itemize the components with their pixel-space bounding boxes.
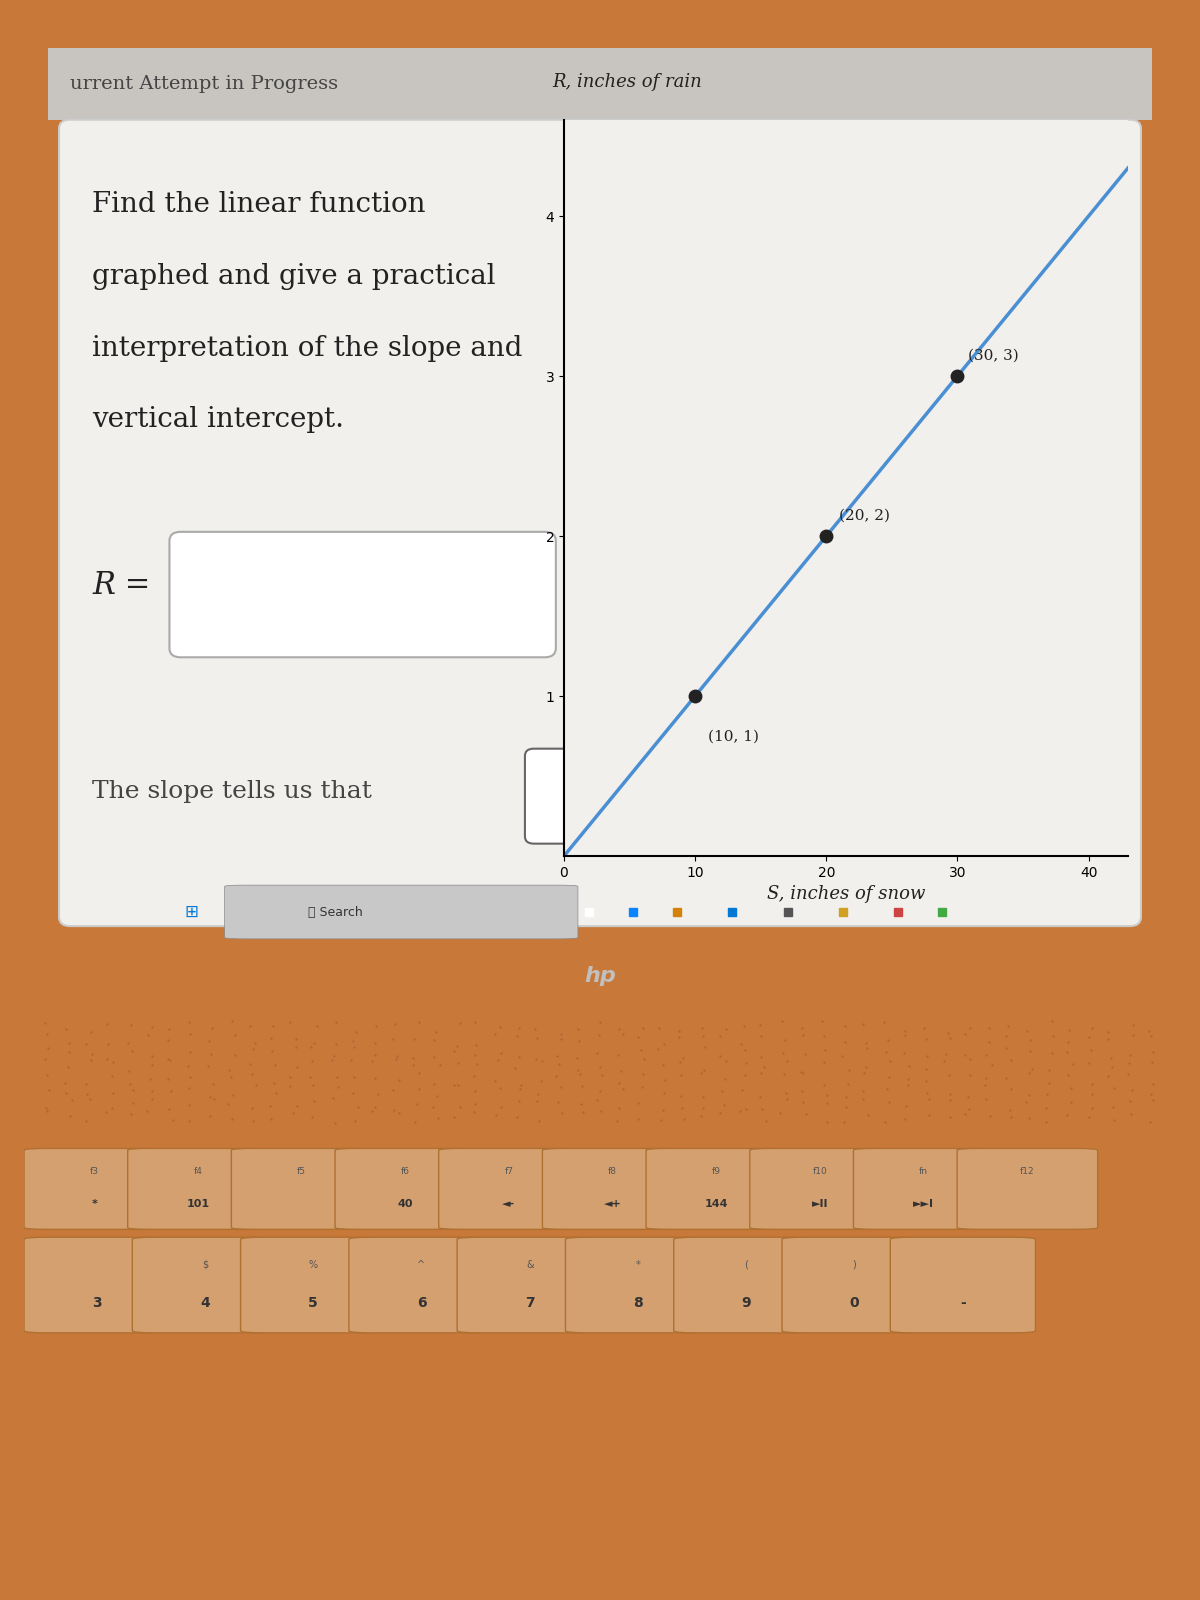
Text: $: $ <box>202 1259 208 1270</box>
Text: f7: f7 <box>504 1168 514 1176</box>
Text: ): ) <box>853 1259 857 1270</box>
Text: f5: f5 <box>298 1168 306 1176</box>
Text: ►II: ►II <box>811 1200 828 1210</box>
Text: Find the linear function: Find the linear function <box>92 192 426 218</box>
Text: f10: f10 <box>812 1168 828 1176</box>
Text: %: % <box>308 1259 318 1270</box>
Text: *: * <box>91 1200 97 1210</box>
Text: f12: f12 <box>1020 1168 1034 1176</box>
FancyBboxPatch shape <box>232 1149 372 1229</box>
Text: hp: hp <box>584 966 616 986</box>
Bar <box>48 48 1152 120</box>
FancyBboxPatch shape <box>673 1237 818 1333</box>
Text: interpretation of the slope and: interpretation of the slope and <box>92 334 523 362</box>
Text: ◄-: ◄- <box>503 1200 516 1210</box>
Text: -: - <box>960 1296 966 1310</box>
Text: 101: 101 <box>186 1200 210 1210</box>
X-axis label: S, inches of snow: S, inches of snow <box>767 885 925 904</box>
Text: ^: ^ <box>418 1259 426 1270</box>
Text: 4: 4 <box>200 1296 210 1310</box>
Text: ◄+: ◄+ <box>604 1200 622 1210</box>
Text: fn: fn <box>919 1168 929 1176</box>
Text: (30, 3): (30, 3) <box>968 349 1019 363</box>
FancyBboxPatch shape <box>224 885 578 939</box>
Text: 7: 7 <box>524 1296 534 1310</box>
FancyBboxPatch shape <box>24 1237 169 1333</box>
Text: R =: R = <box>92 570 150 602</box>
Text: 6: 6 <box>416 1296 426 1310</box>
Text: f6: f6 <box>401 1168 410 1176</box>
Text: f8: f8 <box>608 1168 617 1176</box>
Text: R, inches of rain: R, inches of rain <box>553 72 702 91</box>
Text: Choose one ▼: Choose one ▼ <box>589 786 744 806</box>
FancyBboxPatch shape <box>59 120 1141 926</box>
FancyBboxPatch shape <box>132 1237 277 1333</box>
Text: *: * <box>636 1259 641 1270</box>
FancyBboxPatch shape <box>169 531 556 658</box>
FancyBboxPatch shape <box>24 1149 164 1229</box>
FancyBboxPatch shape <box>349 1237 494 1333</box>
Text: &: & <box>526 1259 534 1270</box>
FancyBboxPatch shape <box>565 1237 710 1333</box>
Text: ⊞: ⊞ <box>185 902 198 922</box>
Text: f3: f3 <box>90 1168 98 1176</box>
Text: 8: 8 <box>634 1296 643 1310</box>
FancyBboxPatch shape <box>127 1149 269 1229</box>
Text: urrent Attempt in Progress: urrent Attempt in Progress <box>70 75 338 93</box>
Text: vertical intercept.: vertical intercept. <box>92 406 344 434</box>
FancyBboxPatch shape <box>853 1149 994 1229</box>
Text: ►►I: ►►I <box>913 1200 935 1210</box>
FancyBboxPatch shape <box>335 1149 475 1229</box>
FancyBboxPatch shape <box>890 1237 1036 1333</box>
Text: 40: 40 <box>397 1200 413 1210</box>
FancyBboxPatch shape <box>782 1237 928 1333</box>
Text: 5: 5 <box>308 1296 318 1310</box>
Text: graphed and give a practical: graphed and give a practical <box>92 262 496 290</box>
FancyBboxPatch shape <box>750 1149 890 1229</box>
FancyBboxPatch shape <box>524 749 808 843</box>
Text: (: ( <box>744 1259 749 1270</box>
Text: 🔍 Search: 🔍 Search <box>307 906 362 918</box>
Text: 144: 144 <box>704 1200 728 1210</box>
Text: f9: f9 <box>712 1168 721 1176</box>
FancyBboxPatch shape <box>646 1149 787 1229</box>
Text: (10, 1): (10, 1) <box>708 730 760 744</box>
Text: (20, 2): (20, 2) <box>840 509 890 523</box>
Text: The slope tells us that: The slope tells us that <box>92 781 372 803</box>
Text: 9: 9 <box>742 1296 751 1310</box>
FancyBboxPatch shape <box>958 1149 1098 1229</box>
FancyBboxPatch shape <box>240 1237 385 1333</box>
FancyBboxPatch shape <box>439 1149 580 1229</box>
Text: 0: 0 <box>850 1296 859 1310</box>
Text: f4: f4 <box>193 1168 203 1176</box>
FancyBboxPatch shape <box>542 1149 683 1229</box>
FancyBboxPatch shape <box>457 1237 602 1333</box>
Text: 3: 3 <box>91 1296 101 1310</box>
